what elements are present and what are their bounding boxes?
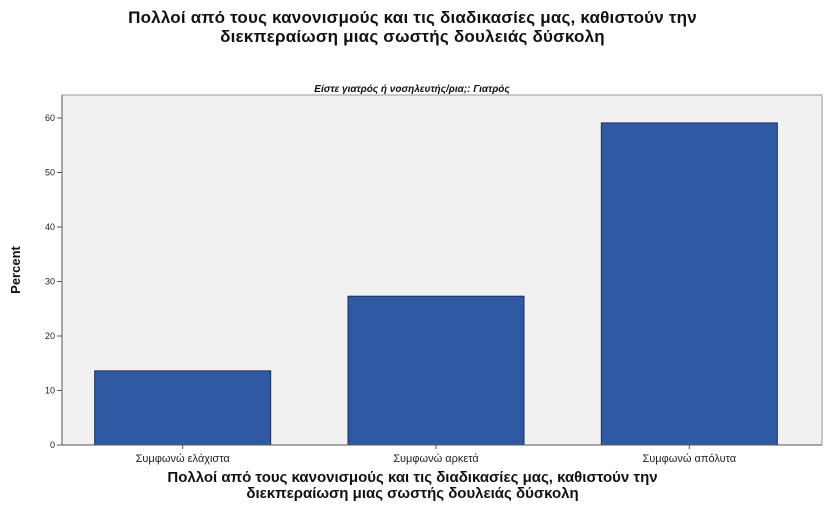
panel-title: Είστε γιατρός ή νοσηλευτής/ρια;: Γιατρός	[314, 84, 510, 95]
y-tick-label: 40	[45, 222, 55, 232]
y-tick-label: 50	[45, 168, 55, 178]
bar	[600, 122, 778, 446]
bars-group	[94, 122, 778, 446]
chart-title-line-2: διεκπεραίωση μιας σωστής δουλειάς δύσκολ…	[220, 27, 605, 46]
x-axis-title-line-1: Πολλοί από τους κανονισμούς και τις διαδ…	[167, 469, 658, 486]
chart-main-title: Πολλοί από τους κανονισμούς και τις διαδ…	[0, 8, 825, 46]
y-axis: 0 10 20 30 40 50 60	[45, 95, 63, 450]
bar	[94, 370, 272, 446]
x-tick-label: Συμφωνώ απόλυτα	[642, 453, 736, 465]
x-axis-title-line-2: διεκπεραίωση μιας σωστής δουλειάς δύσκολ…	[246, 485, 579, 502]
y-tick-label: 20	[45, 331, 55, 341]
y-tick-label: 30	[45, 277, 55, 287]
y-tick-label: 60	[45, 113, 55, 123]
chart-title-line-1: Πολλοί από τους κανονισμούς και τις διαδ…	[128, 8, 697, 27]
y-tick-label: 10	[45, 386, 55, 396]
x-tick-label: Συμφωνώ αρκετά	[393, 453, 479, 465]
y-tick-label: 0	[50, 440, 55, 450]
y-axis-label: Percent	[8, 245, 23, 293]
bar	[347, 295, 525, 446]
x-tick-label: Συμφωνώ ελάχιστα	[136, 453, 231, 465]
x-axis-title: Πολλοί από τους κανονισμούς και τις διαδ…	[0, 470, 825, 502]
x-axis: Συμφωνώ ελάχιστα Συμφωνώ αρκετά Συμφωνώ απ…	[62, 444, 822, 465]
